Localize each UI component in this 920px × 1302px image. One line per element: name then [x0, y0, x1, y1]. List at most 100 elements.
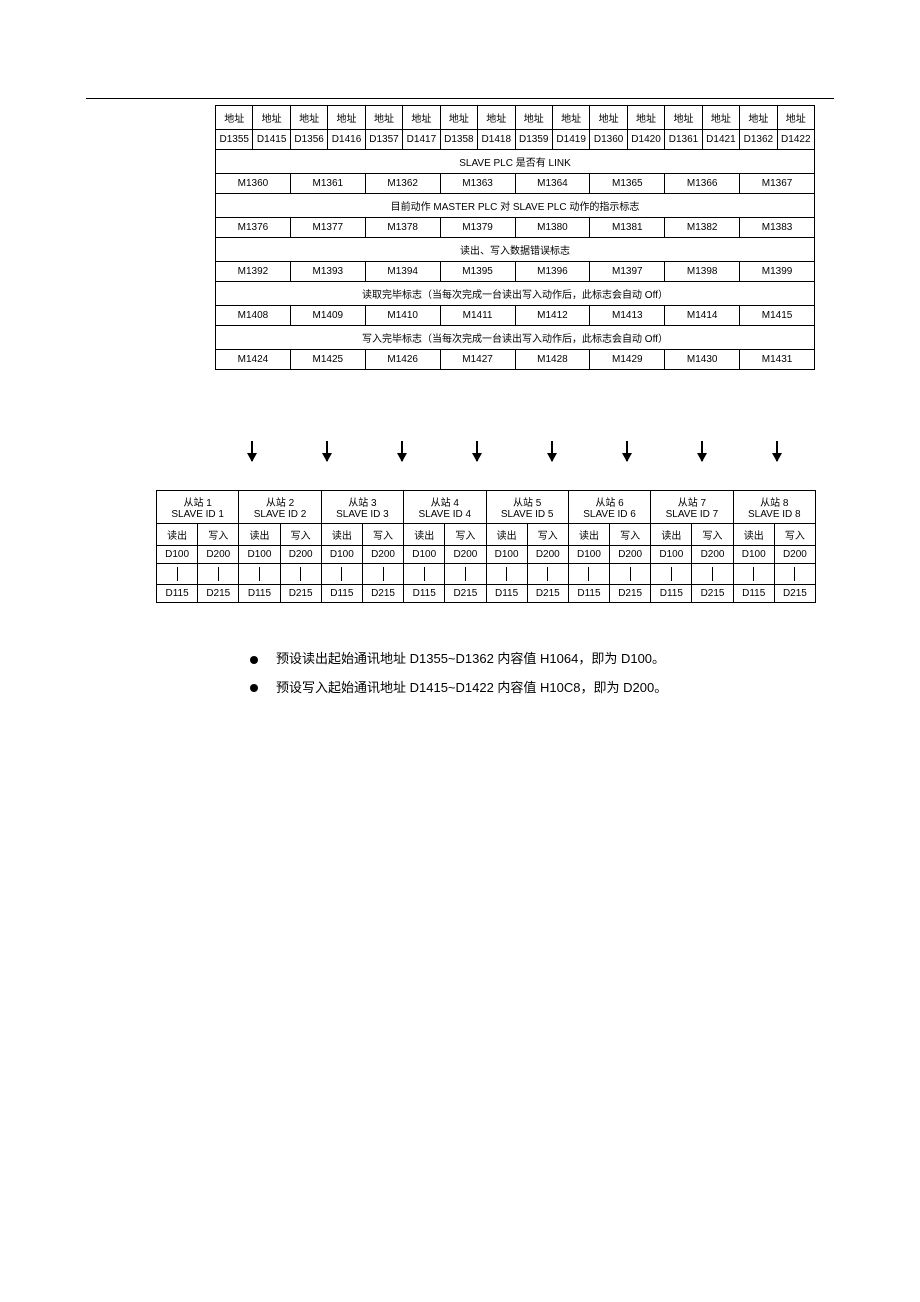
rw-header: 写入 — [362, 524, 403, 546]
rw-header: 写入 — [198, 524, 239, 546]
flag-cell: M1361 — [290, 174, 365, 194]
col-header: 地址 — [365, 106, 402, 130]
addr-cell: D1361 — [665, 130, 702, 150]
col-header: 地址 — [702, 106, 739, 130]
flag-cell: M1364 — [515, 174, 590, 194]
flag-cell: M1365 — [590, 174, 665, 194]
bullet-icon — [250, 656, 258, 664]
table-row: M1392 M1393 M1394 M1395 M1396 M1397 M139… — [216, 262, 815, 282]
rw-header: 读出 — [321, 524, 362, 546]
station-header: 从站 6SLAVE ID 6 — [568, 491, 650, 524]
addr-cell: D1360 — [590, 130, 627, 150]
flag-cell: M1379 — [440, 218, 515, 238]
col-header: 地址 — [552, 106, 589, 130]
flag-cell: M1427 — [440, 350, 515, 370]
flag-cell: M1397 — [590, 262, 665, 282]
master-flags-table: 地址 地址 地址 地址 地址 地址 地址 地址 地址 地址 地址 地址 地址 地… — [215, 105, 815, 370]
section-title: SLAVE PLC 是否有 LINK — [216, 150, 815, 174]
flag-cell: M1426 — [365, 350, 440, 370]
rw-header: 写入 — [527, 524, 568, 546]
flag-cell: M1363 — [440, 174, 515, 194]
table-row: M1408 M1409 M1410 M1411 M1412 M1413 M141… — [216, 306, 815, 326]
data-cell: D115 — [157, 585, 198, 603]
flag-cell: M1410 — [365, 306, 440, 326]
table-row: M1424 M1425 M1426 M1427 M1428 M1429 M143… — [216, 350, 815, 370]
range-cell — [610, 564, 651, 585]
col-header: 地址 — [665, 106, 702, 130]
section-title: 读取完毕标志（当每次完成一台读出写入动作后，此标志会自动 Off） — [216, 282, 815, 306]
addr-cell: D1355 — [216, 130, 253, 150]
data-cell: D215 — [445, 585, 486, 603]
addr-cell: D1357 — [365, 130, 402, 150]
flag-cell: M1380 — [515, 218, 590, 238]
range-cell — [198, 564, 239, 585]
flag-cell: M1382 — [665, 218, 740, 238]
data-cell: D115 — [239, 585, 280, 603]
table-row: 地址 地址 地址 地址 地址 地址 地址 地址 地址 地址 地址 地址 地址 地… — [216, 106, 815, 130]
flag-cell: M1366 — [665, 174, 740, 194]
table-row: M1360 M1361 M1362 M1363 M1364 M1365 M136… — [216, 174, 815, 194]
data-cell: D215 — [527, 585, 568, 603]
range-cell — [527, 564, 568, 585]
table-row: D100D200 D100D200 D100D200 D100D200 D100… — [157, 546, 816, 564]
flag-cell: M1393 — [290, 262, 365, 282]
rw-header: 读出 — [568, 524, 609, 546]
data-cell: D200 — [692, 546, 733, 564]
rw-header: 读出 — [651, 524, 692, 546]
arrow-down-icon — [776, 441, 778, 461]
range-cell — [733, 564, 774, 585]
rw-header: 写入 — [692, 524, 733, 546]
note-item: 预设读出起始通讯地址 D1355~D1362 内容值 H1064，即为 D100… — [250, 645, 820, 674]
flag-cell: M1429 — [590, 350, 665, 370]
flag-cell: M1430 — [665, 350, 740, 370]
arrow-down-icon — [701, 441, 703, 461]
addr-cell: D1418 — [478, 130, 515, 150]
rw-header: 读出 — [486, 524, 527, 546]
col-header: 地址 — [740, 106, 777, 130]
arrow-down-icon — [476, 441, 478, 461]
col-header: 地址 — [590, 106, 627, 130]
table-row: M1376 M1377 M1378 M1379 M1380 M1381 M138… — [216, 218, 815, 238]
rw-header: 读出 — [239, 524, 280, 546]
table-row: 目前动作 MASTER PLC 对 SLAVE PLC 动作的指示标志 — [216, 194, 815, 218]
arrow-down-icon — [551, 441, 553, 461]
section-title: 目前动作 MASTER PLC 对 SLAVE PLC 动作的指示标志 — [216, 194, 815, 218]
col-header: 地址 — [328, 106, 365, 130]
rw-header: 读出 — [733, 524, 774, 546]
data-cell: D115 — [651, 585, 692, 603]
addr-cell: D1417 — [403, 130, 440, 150]
flag-cell: M1394 — [365, 262, 440, 282]
col-header: 地址 — [515, 106, 552, 130]
range-cell — [568, 564, 609, 585]
data-cell: D115 — [321, 585, 362, 603]
arrow-down-icon — [401, 441, 403, 461]
table-row: SLAVE PLC 是否有 LINK — [216, 150, 815, 174]
flag-cell: M1381 — [590, 218, 665, 238]
data-cell: D200 — [198, 546, 239, 564]
table-row: 写入完毕标志（当每次完成一台读出写入动作后，此标志会自动 Off） — [216, 326, 815, 350]
rw-header: 写入 — [610, 524, 651, 546]
flag-cell: M1411 — [440, 306, 515, 326]
data-cell: D100 — [239, 546, 280, 564]
data-cell: D215 — [280, 585, 321, 603]
flag-cell: M1383 — [740, 218, 815, 238]
flag-cell: M1398 — [665, 262, 740, 282]
data-cell: D115 — [404, 585, 445, 603]
arrow-down-icon — [326, 441, 328, 461]
flag-cell: M1415 — [740, 306, 815, 326]
station-header: 从站 5SLAVE ID 5 — [486, 491, 568, 524]
data-cell: D100 — [568, 546, 609, 564]
data-cell: D100 — [157, 546, 198, 564]
addr-cell: D1362 — [740, 130, 777, 150]
flag-cell: M1378 — [365, 218, 440, 238]
table-row — [157, 564, 816, 585]
flag-cell: M1431 — [740, 350, 815, 370]
data-cell: D200 — [280, 546, 321, 564]
note-text: 预设写入起始通讯地址 D1415~D1422 内容值 H10C8，即为 D200… — [276, 680, 667, 695]
col-header: 地址 — [478, 106, 515, 130]
notes: 预设读出起始通讯地址 D1355~D1362 内容值 H1064，即为 D100… — [250, 645, 820, 702]
range-cell — [774, 564, 815, 585]
flag-cell: M1376 — [216, 218, 291, 238]
range-cell — [157, 564, 198, 585]
table-row: 从站 1SLAVE ID 1 从站 2SLAVE ID 2 从站 3SLAVE … — [157, 491, 816, 524]
